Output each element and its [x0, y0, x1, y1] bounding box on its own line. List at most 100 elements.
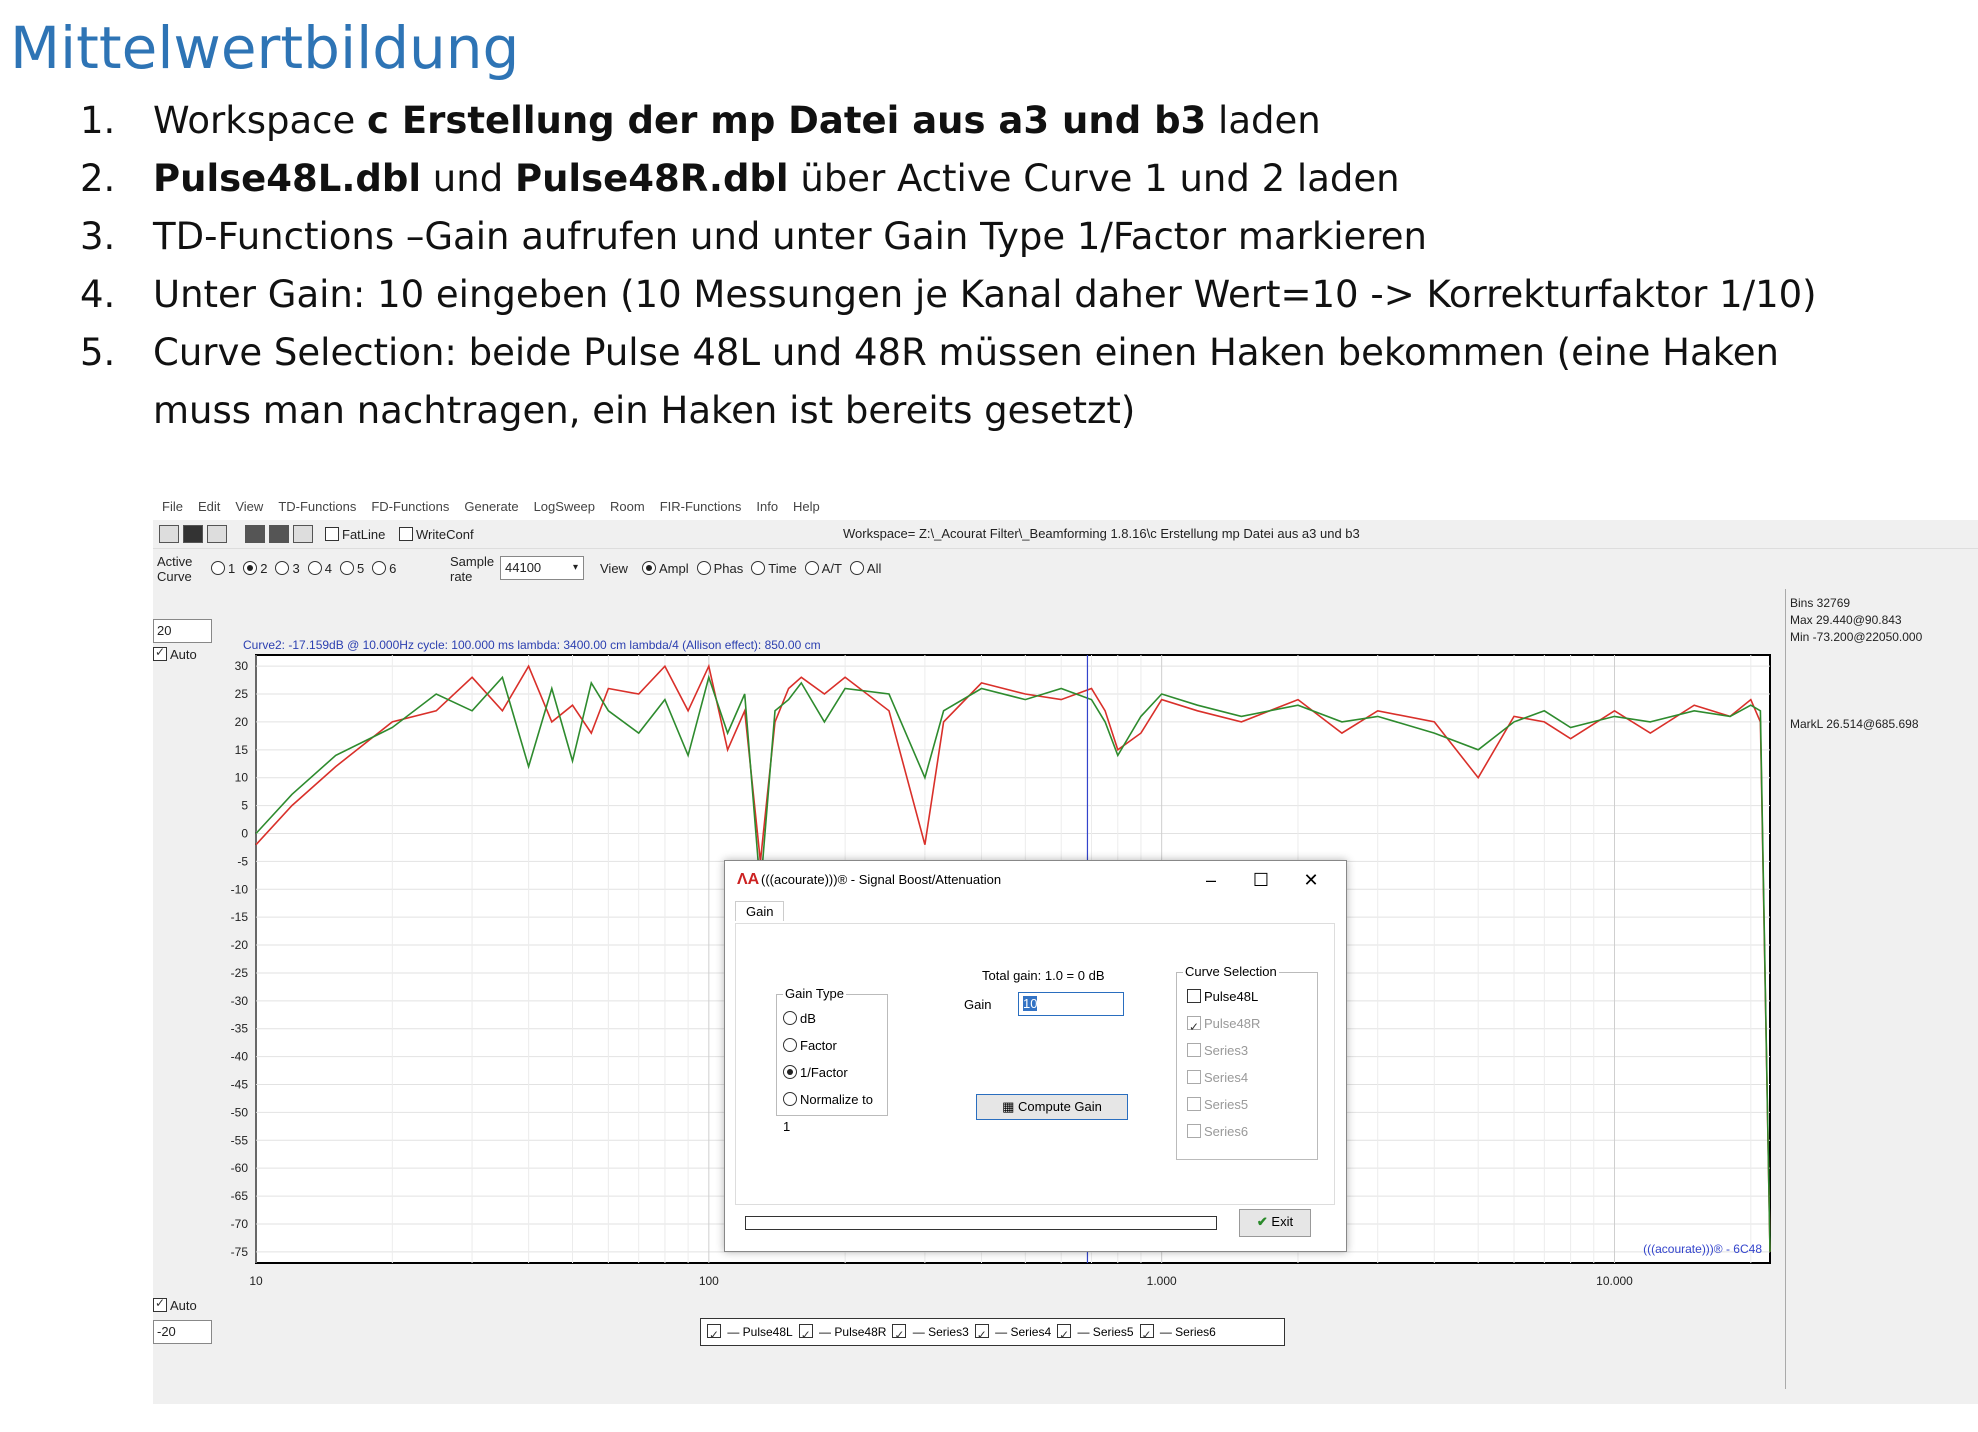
compute-gain-button[interactable]: ▦ Compute Gain: [976, 1094, 1128, 1120]
save-icon[interactable]: [183, 525, 203, 543]
tab-gain[interactable]: Gain: [735, 901, 785, 921]
workspace-path: Workspace= Z:\_Acourat Filter\_Beamformi…: [843, 526, 1360, 541]
y-tick-label: -70: [231, 1217, 249, 1231]
active-curve-radio-6[interactable]: 6: [372, 561, 396, 576]
y-tick-label: -25: [231, 966, 249, 980]
close-icon[interactable]: ✕: [1303, 870, 1319, 890]
y-tick-label: 10: [235, 771, 249, 785]
step-number: 3.: [80, 215, 116, 258]
step-number: 4.: [80, 273, 116, 316]
fatline-checkbox[interactable]: FatLine: [325, 527, 385, 542]
view-label: View: [600, 561, 628, 576]
side-info-line: Bins 32769: [1790, 596, 1851, 610]
progress-bar: [745, 1216, 1217, 1230]
gain-type-factor[interactable]: Factor: [783, 1038, 837, 1053]
menu-item-file[interactable]: File: [162, 499, 183, 514]
menu-bar: File Edit View TD-Functions FD-Functions Gene…: [153, 494, 1978, 520]
gain-type-group: Gain Type dB Factor 1/Factor Normalize to 1: [776, 986, 888, 1134]
ymax-input[interactable]: 20: [153, 619, 212, 643]
dialog-titlebar: ɅA (((acourate)))® - Signal Boost/Attenu…: [725, 861, 1346, 899]
step-text: Curve Selection: beide Pulse 48L und 48R…: [153, 331, 1779, 432]
gain-label: Gain: [964, 997, 992, 1012]
open-icon[interactable]: [159, 525, 179, 543]
legend-item-series5[interactable]: — Series5: [1057, 1322, 1134, 1348]
settings-icon[interactable]: [207, 525, 227, 543]
step-text: Workspace: [153, 99, 367, 142]
y-tick-label: 20: [235, 715, 249, 729]
active-curve-label: Active Curve: [157, 554, 193, 584]
curve-select-series6[interactable]: Series6: [1187, 1118, 1317, 1145]
menu-item-room[interactable]: Room: [610, 499, 645, 514]
side-info-line: Min -73.200@22050.000: [1790, 630, 1923, 644]
step-text: c Erstellung der mp Datei aus a3 und b3: [367, 99, 1207, 142]
view-radio-phas[interactable]: Phas: [696, 561, 743, 576]
speaker-icon[interactable]: [293, 525, 313, 543]
writeconf-checkbox[interactable]: WriteConf: [399, 527, 474, 542]
dialog-title: (((acourate)))® - Signal Boost/Attenuati…: [761, 872, 1002, 887]
step-text: Pulse48L.dbl: [153, 157, 422, 200]
menu-item-logsweep[interactable]: LogSweep: [533, 499, 596, 514]
watermark: (((acourate)))® - 6C48: [1643, 1242, 1762, 1256]
y-tick-label: -5: [237, 854, 248, 868]
tool-icon-1[interactable]: [245, 525, 265, 543]
legend-item-pulse48r[interactable]: — Pulse48R: [798, 1322, 886, 1348]
toolbar: FatLine WriteConf Workspace= Z:\_Acourat…: [153, 520, 1978, 549]
curve-legend: — Pulse48L — Pulse48R — Series3 — Series…: [700, 1318, 1285, 1348]
view-radio-at[interactable]: A/T: [804, 561, 842, 576]
curve-select-series3[interactable]: Series3: [1187, 1037, 1317, 1064]
minimize-icon[interactable]: –: [1205, 870, 1216, 890]
y-tick-label: 25: [235, 687, 249, 701]
markl-readout: MarkL 26.514@685.698: [1790, 717, 1919, 731]
delete-icon[interactable]: [269, 525, 289, 543]
menu-item-generate[interactable]: Generate: [464, 499, 519, 514]
curve-selection-group: Curve Selection Pulse48LPulse48RSeries3S…: [1176, 964, 1318, 1160]
active-curve-radio-4[interactable]: 4: [307, 561, 332, 576]
menu-item-info[interactable]: Info: [756, 499, 779, 514]
active-curve-radio-1[interactable]: 1: [211, 561, 235, 576]
y-tick-label: -45: [231, 1078, 249, 1092]
curve-select-pulse48r[interactable]: Pulse48R: [1187, 1010, 1317, 1041]
legend-item-series4[interactable]: — Series4: [974, 1322, 1051, 1348]
exit-button[interactable]: ✔ Exit: [1239, 1209, 1311, 1237]
menu-item-edit[interactable]: Edit: [197, 499, 221, 514]
legend-item-series3[interactable]: — Series3: [892, 1322, 969, 1348]
active-curve-radio-5[interactable]: 5: [339, 561, 364, 576]
curve-select-series5[interactable]: Series5: [1187, 1091, 1317, 1118]
info-sidebar: Bins 32769 Max 29.440@90.843 Min -73.200@2…: [1785, 589, 1978, 1389]
ymin-input[interactable]: -20: [153, 1320, 212, 1344]
menu-item-fdfunctions[interactable]: FD-Functions: [371, 499, 450, 514]
view-radio-all[interactable]: All: [849, 561, 881, 576]
maximize-icon[interactable]: ☐: [1252, 870, 1270, 890]
curve-select-series4[interactable]: Series4: [1187, 1064, 1317, 1091]
menu-item-help[interactable]: Help: [793, 499, 820, 514]
active-curve-radio-2[interactable]: 2: [243, 561, 267, 576]
step-text: Pulse48R.dbl: [514, 157, 789, 200]
step-text: über Active Curve 1 und 2 laden: [788, 157, 1400, 200]
view-radio-ampl[interactable]: Ampl: [642, 561, 689, 576]
legend-item-series6[interactable]: — Series6: [1139, 1322, 1216, 1348]
menu-item-tdfunctions[interactable]: TD-Functions: [278, 499, 357, 514]
sample-rate-select[interactable]: 44100 ▾: [500, 556, 584, 580]
curve-select-pulse48l[interactable]: Pulse48L: [1187, 983, 1317, 1010]
step-text: und: [421, 157, 515, 200]
x-tick-label: 10.000: [1596, 1274, 1633, 1288]
calculator-icon: ▦: [1002, 1099, 1015, 1114]
view-radio-time[interactable]: Time: [751, 561, 797, 576]
auto-bottom-checkbox[interactable]: Auto: [153, 1296, 197, 1313]
active-curve-radio-3[interactable]: 3: [275, 561, 300, 576]
dialog-body: Gain Type dB Factor 1/Factor Normalize to 1…: [735, 923, 1335, 1205]
gain-input[interactable]: 10: [1018, 992, 1124, 1016]
gain-type-normalizeto1[interactable]: Normalize to 1: [783, 1092, 873, 1134]
x-tick-label: 10: [249, 1274, 263, 1288]
legend-item-pulse48l[interactable]: — Pulse48L: [707, 1322, 793, 1348]
gain-type-db[interactable]: dB: [783, 1011, 816, 1026]
step-number: 5.: [80, 331, 116, 374]
auto-top-checkbox[interactable]: Auto: [153, 645, 197, 662]
y-tick-label: -75: [231, 1245, 249, 1259]
menu-item-view[interactable]: View: [235, 499, 264, 514]
menu-item-firfunctions[interactable]: FIR-Functions: [659, 499, 742, 514]
y-tick-label: -50: [231, 1105, 249, 1119]
gain-type-1factor[interactable]: 1/Factor: [783, 1065, 848, 1080]
view-radios: Ampl Phas Time A/T All: [642, 561, 889, 576]
step-number: 1.: [80, 99, 116, 142]
